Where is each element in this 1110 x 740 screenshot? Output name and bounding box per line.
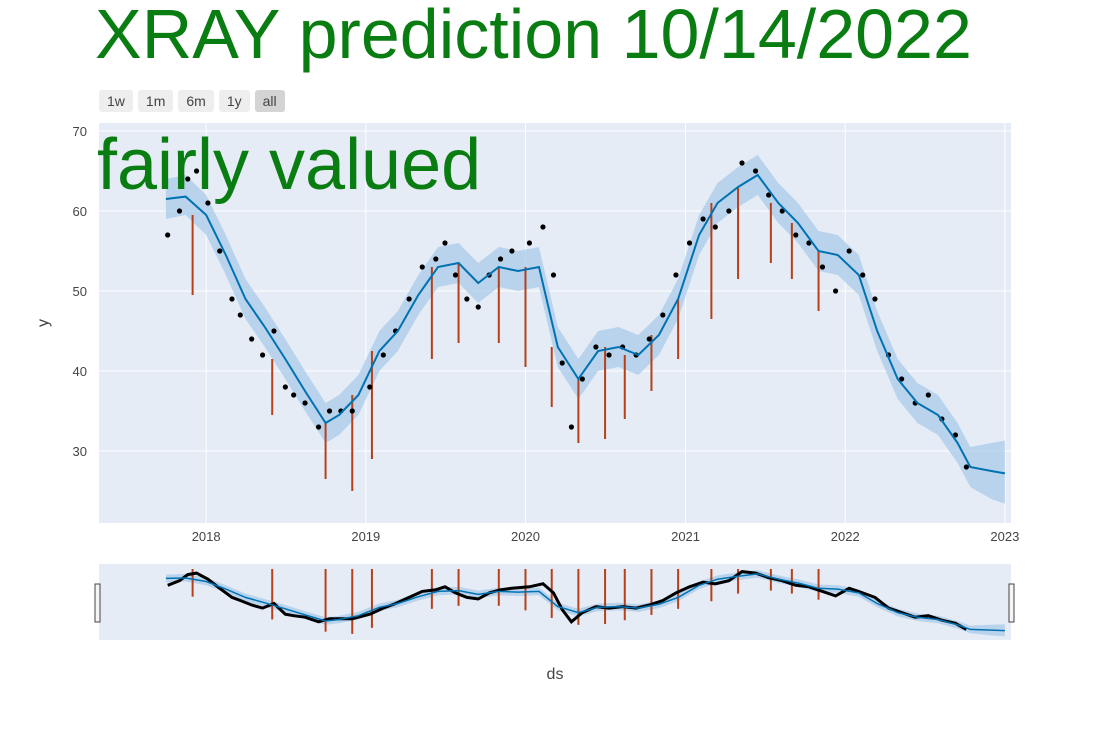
actual-point: [271, 328, 277, 334]
actual-point: [291, 392, 297, 398]
actual-point: [739, 160, 745, 166]
actual-point: [315, 424, 322, 430]
actual-point: [963, 464, 969, 470]
actual-point: [282, 384, 288, 390]
actual-point: [475, 304, 481, 310]
actual-point: [165, 232, 171, 238]
y-tick-label: 70: [73, 124, 87, 139]
actual-point: [550, 272, 557, 278]
actual-point: [380, 352, 386, 358]
x-tick-label: 2021: [671, 529, 700, 544]
actual-point: [899, 376, 905, 382]
range-slider-right-handle[interactable]: [1008, 583, 1015, 623]
y-tick-label: 30: [73, 444, 87, 459]
actual-point: [872, 296, 878, 302]
actual-point: [259, 352, 266, 358]
actual-point: [568, 424, 575, 430]
actual-point: [217, 248, 223, 254]
range-button-6m[interactable]: 6m: [178, 90, 214, 112]
actual-point: [793, 232, 799, 238]
x-tick-labels: 2018 2019 2020 2021 2022 2023: [192, 529, 1020, 544]
x-tick-label: 2023: [990, 529, 1019, 544]
actual-point: [860, 272, 866, 278]
actual-points: [165, 160, 969, 470]
slider-actual-trace: [167, 570, 968, 631]
actual-point: [452, 272, 459, 278]
forecast-line: [165, 173, 1006, 475]
actual-point: [686, 240, 693, 246]
actual-point: [205, 200, 211, 206]
actual-point: [193, 168, 200, 174]
actual-point: [593, 344, 599, 350]
actual-point: [185, 176, 191, 182]
slider-forecast-line: [165, 573, 1005, 632]
actual-point: [349, 408, 355, 414]
actual-point: [237, 312, 243, 318]
actual-point: [846, 248, 852, 254]
actual-point: [925, 392, 931, 398]
actual-point: [419, 264, 425, 270]
x-tick-label: 2019: [351, 529, 380, 544]
actual-point: [540, 224, 546, 230]
actual-point: [176, 208, 183, 214]
actual-point: [509, 248, 515, 254]
range-button-1y[interactable]: 1y: [218, 90, 250, 112]
actual-point: [433, 256, 439, 262]
x-tick-label: 2018: [192, 529, 221, 544]
actual-point: [726, 208, 732, 214]
range-slider-preview: [165, 569, 1005, 637]
x-tick-label: 2022: [831, 529, 860, 544]
actual-point: [442, 240, 448, 246]
actual-point: [806, 240, 812, 246]
actual-point: [712, 224, 718, 230]
range-slider-left-handle[interactable]: [94, 583, 101, 623]
changepoint-lines: [191, 187, 820, 491]
actual-point: [579, 376, 585, 382]
x-tick-label: 2020: [511, 529, 540, 544]
range-button-1w[interactable]: 1w: [99, 90, 133, 112]
y-tick-label: 60: [73, 204, 87, 219]
actual-point: [326, 408, 333, 414]
actual-point: [673, 272, 679, 278]
actual-point: [367, 384, 373, 390]
x-axis-label: ds: [547, 666, 564, 683]
actual-point: [526, 240, 533, 246]
actual-point: [660, 312, 666, 318]
actual-point: [700, 216, 706, 222]
forecast-line-group: [165, 173, 1006, 475]
y-axis-label: y: [35, 319, 52, 327]
actual-point: [229, 296, 235, 302]
y-tick-labels: 30 40 50 60 70: [73, 124, 87, 459]
y-tick-label: 40: [73, 364, 87, 379]
range-button-1m[interactable]: 1m: [137, 90, 174, 112]
actual-point: [752, 168, 759, 174]
actual-point: [497, 256, 504, 262]
actual-point: [952, 432, 959, 438]
actual-point: [559, 360, 565, 366]
actual-point: [646, 336, 652, 342]
range-selector: 1w 1m 6m 1y all: [99, 90, 285, 112]
actual-point: [832, 288, 839, 294]
actual-point: [406, 296, 412, 302]
actual-point: [302, 400, 308, 406]
chart-title: XRAY prediction 10/14/2022: [95, 0, 972, 73]
actual-point: [606, 352, 612, 358]
actual-point: [819, 264, 826, 270]
range-button-all[interactable]: all: [254, 90, 285, 112]
y-tick-label: 50: [73, 284, 87, 299]
actual-point: [464, 296, 470, 302]
actual-point: [249, 336, 255, 342]
actual-point: [766, 192, 772, 198]
